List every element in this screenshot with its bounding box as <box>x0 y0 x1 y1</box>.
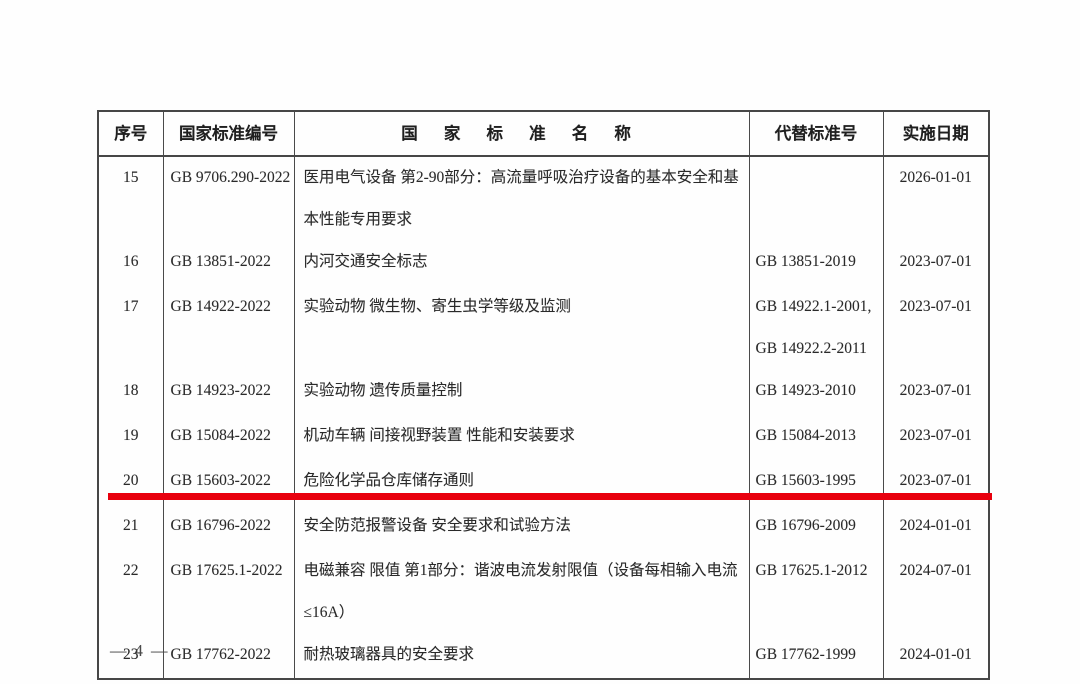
table-row: 22 GB 17625.1-2022 电磁兼容 限值 第1部分：谐波电流发射限值（设… <box>97 550 990 634</box>
cell-implementation-date: 2023-07-01 <box>882 415 990 460</box>
cell-standard-name: 安全防范报警设备 安全要求和试验方法 <box>293 505 750 550</box>
cell-seq: 23 <box>97 634 164 679</box>
cell-standard-code: GB 14922-2022 <box>162 286 295 370</box>
cell-implementation-date: 2026-01-01 <box>882 156 990 241</box>
cell-replaced-standards: GB 14923-2010 <box>748 370 884 415</box>
cell-seq: 18 <box>97 370 164 415</box>
table-row: 16 GB 13851-2022 内河交通安全标志 GB 13851-2019 2023… <box>97 241 990 286</box>
red-underline-annotation <box>108 493 992 500</box>
cell-implementation-date: 2023-07-01 <box>882 286 990 370</box>
cell-standard-name: 医用电气设备 第2-90部分：高流量呼吸治疗设备的基本安全和基本性能专用要求 <box>293 156 750 241</box>
cell-implementation-date: 2023-07-01 <box>882 241 990 286</box>
cell-replaced-standards: GB 17625.1-2012 <box>748 550 884 634</box>
column-header-code: 国家标准编号 <box>162 111 295 157</box>
cell-implementation-date: 2024-07-01 <box>882 550 990 634</box>
cell-replaced-standards: GB 13851-2019 <box>748 241 884 286</box>
table-row: 18 GB 14923-2022 实验动物 遗传质量控制 GB 14923-2010 2… <box>97 370 990 415</box>
cell-replaced-standards: GB 16796-2009 <box>748 505 884 550</box>
cell-seq: 22 <box>97 550 164 634</box>
replaced-standard-line: GB 13851-2019 <box>755 253 856 270</box>
cell-standard-code: GB 15084-2022 <box>162 415 295 460</box>
cell-replaced-standards: GB 15084-2013 <box>748 415 884 460</box>
cell-standard-name: 耐热玻璃器具的安全要求 <box>293 634 750 679</box>
cell-replaced-standards: GB 17762-1999 <box>748 634 884 679</box>
cell-standard-code: GB 13851-2022 <box>162 241 295 286</box>
replaced-standard-line: GB 17625.1-2012 <box>755 562 868 579</box>
cell-replaced-standards: GB 14922.1-2001, GB 14922.2-2011 <box>748 286 884 370</box>
cell-implementation-date: 2023-07-01 <box>882 370 990 415</box>
cell-seq: 17 <box>97 286 164 370</box>
cell-standard-code: GB 9706.290-2022 <box>162 156 295 241</box>
replaced-standard-line: GB 15603-1995 <box>755 472 856 489</box>
cell-seq: 19 <box>97 415 164 460</box>
cell-standard-code: GB 14923-2022 <box>162 370 295 415</box>
table-row: 17 GB 14922-2022 实验动物 微生物、寄生虫学等级及监测 GB 1492… <box>97 286 990 370</box>
cell-standard-code: GB 16796-2022 <box>162 505 295 550</box>
cell-seq: 21 <box>97 505 164 550</box>
replaced-standard-line: GB 14922.2-2011 <box>755 340 867 357</box>
column-header-replaced: 代替标准号 <box>748 111 884 157</box>
cell-standard-name: 实验动物 微生物、寄生虫学等级及监测 <box>293 286 750 370</box>
cell-seq: 16 <box>97 241 164 286</box>
column-header-date: 实施日期 <box>882 111 990 157</box>
replaced-standard-line: GB 15084-2013 <box>755 427 856 444</box>
table-header-row: 序号 国家标准编号 国 家 标 准 名 称 代替标准号 实施日期 <box>97 111 990 157</box>
replaced-standard-line: GB 14923-2010 <box>755 382 856 399</box>
cell-implementation-date: 2024-01-01 <box>882 505 990 550</box>
cell-standard-name: 电磁兼容 限值 第1部分：谐波电流发射限值（设备每相输入电流≤16A） <box>293 550 750 634</box>
table-row: 19 GB 15084-2022 机动车辆 间接视野装置 性能和安装要求 GB 150… <box>97 415 990 460</box>
table-row: 23 GB 17762-2022 耐热玻璃器具的安全要求 GB 17762-1999 2… <box>97 634 990 679</box>
cell-standard-code: GB 17762-2022 <box>162 634 295 679</box>
replaced-standard-line: GB 17762-1999 <box>755 646 856 663</box>
cell-standard-name: 机动车辆 间接视野装置 性能和安装要求 <box>293 415 750 460</box>
standards-table: 序号 国家标准编号 国 家 标 准 名 称 代替标准号 实施日期 15 GB 97… <box>97 110 990 680</box>
page-number: — 4 — <box>110 641 170 660</box>
replaced-standard-line: GB 16796-2009 <box>755 517 856 534</box>
column-header-name: 国 家 标 准 名 称 <box>293 111 750 157</box>
cell-standard-code: GB 17625.1-2022 <box>162 550 295 634</box>
cell-seq: 15 <box>97 156 164 241</box>
column-header-seq: 序号 <box>97 111 164 157</box>
replaced-standard-line: GB 14922.1-2001, <box>755 298 872 315</box>
cell-implementation-date: 2024-01-01 <box>882 634 990 679</box>
cell-standard-name: 实验动物 遗传质量控制 <box>293 370 750 415</box>
table-row: 15 GB 9706.290-2022 医用电气设备 第2-90部分：高流量呼吸治疗… <box>97 156 990 241</box>
cell-standard-name: 内河交通安全标志 <box>293 241 750 286</box>
cell-replaced-standards <box>748 156 884 241</box>
table-row: 21 GB 16796-2022 安全防范报警设备 安全要求和试验方法 GB 1679… <box>97 505 990 550</box>
table-body: 15 GB 9706.290-2022 医用电气设备 第2-90部分：高流量呼吸治疗… <box>97 156 990 679</box>
